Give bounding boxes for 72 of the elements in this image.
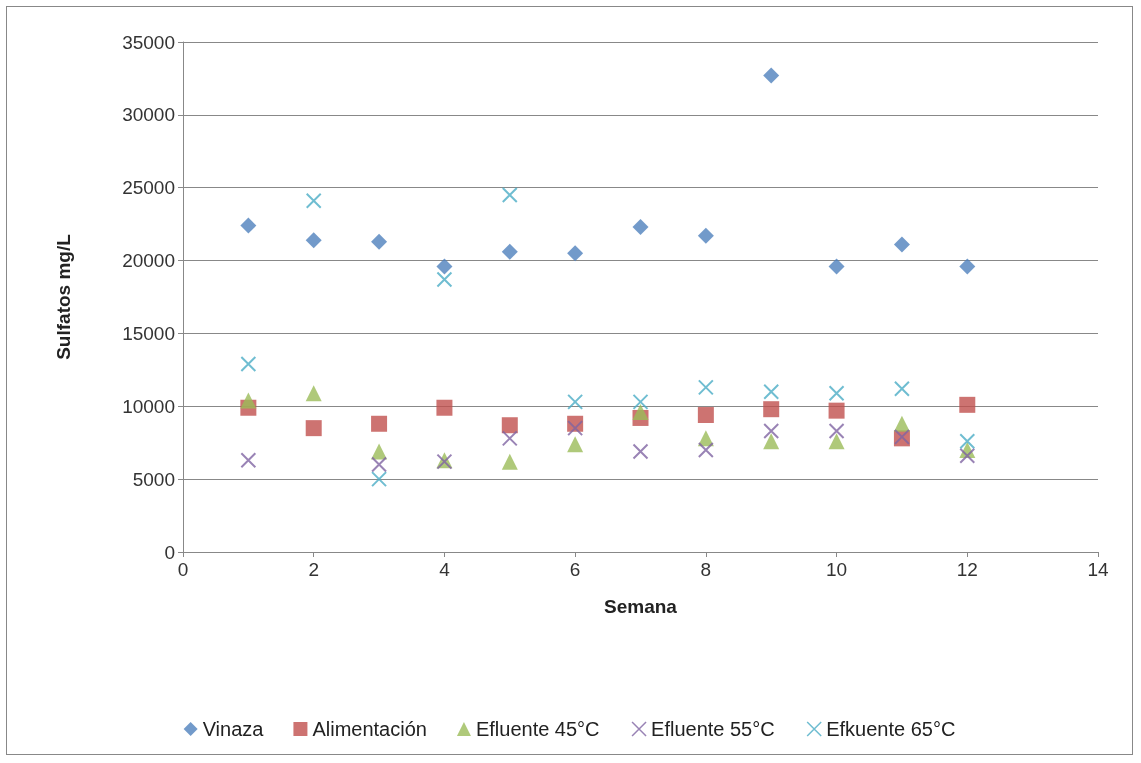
point: [501, 417, 518, 434]
point: [893, 380, 910, 397]
point: [632, 393, 649, 410]
point: [893, 415, 910, 432]
y-axis-title: Sulfatos mg/L: [53, 233, 74, 360]
point: [763, 67, 780, 84]
point: [501, 243, 518, 260]
point: [697, 407, 714, 424]
point: [828, 402, 845, 419]
point: [240, 452, 257, 469]
x-tick-label: 10: [826, 559, 848, 580]
point: [763, 423, 780, 440]
point: [501, 453, 518, 470]
point: [763, 433, 780, 450]
y-tick-label: 25000: [122, 177, 175, 199]
point: [959, 447, 976, 464]
point: [828, 258, 845, 275]
point: [305, 232, 322, 249]
point: [763, 383, 780, 400]
point: [305, 192, 322, 209]
legend-label: Efkuente 65°C: [826, 718, 956, 740]
legend-label: Efluente 45°C: [475, 718, 600, 740]
y-tick-label: 10000: [122, 395, 175, 417]
point: [501, 430, 518, 447]
point: [436, 271, 453, 288]
point: [828, 433, 845, 450]
point: [632, 219, 649, 236]
point: [632, 404, 649, 421]
point: [501, 187, 518, 203]
y-tick-label: 30000: [122, 104, 175, 126]
point: [893, 236, 910, 253]
y-tick-label: 35000: [122, 31, 175, 53]
x-tick-label: 14: [1087, 559, 1109, 580]
point: [305, 420, 322, 437]
point: [436, 258, 453, 275]
point: [436, 399, 453, 416]
x-tick-label: 0: [177, 559, 189, 580]
point: [763, 401, 780, 418]
point: [697, 379, 714, 396]
point: [567, 420, 584, 437]
point: [240, 392, 257, 409]
point: [371, 233, 388, 250]
point: [240, 217, 257, 234]
point: [959, 433, 976, 450]
point: [371, 471, 388, 488]
x-tick-label: 2: [308, 559, 319, 580]
y-tick-label: 15000: [122, 322, 175, 344]
y-tick-label: 20000: [122, 250, 175, 272]
point: [632, 443, 649, 460]
point: [828, 423, 845, 440]
point: [305, 385, 322, 402]
x-tick-label: 6: [569, 559, 581, 580]
x-axis-title: Semana: [604, 596, 678, 617]
point: [828, 385, 845, 402]
point: [567, 245, 584, 262]
point: [240, 356, 257, 373]
legend-label: Vinaza: [202, 718, 265, 740]
legend-label: Alimentación: [312, 718, 427, 740]
y-tick-label: 5000: [132, 468, 175, 490]
legend-label: Efluente 55°C: [651, 718, 775, 740]
point: [371, 415, 388, 432]
x-tick-label: 12: [956, 559, 978, 580]
y-tick-label: 0: [164, 541, 175, 563]
point: [959, 258, 976, 275]
point: [697, 442, 714, 458]
x-tick-label: 4: [439, 559, 451, 580]
point: [697, 227, 714, 244]
point: [567, 436, 584, 453]
x-tick-label: 8: [700, 559, 712, 580]
point: [959, 396, 976, 413]
point: [567, 393, 584, 410]
point: [371, 456, 388, 473]
